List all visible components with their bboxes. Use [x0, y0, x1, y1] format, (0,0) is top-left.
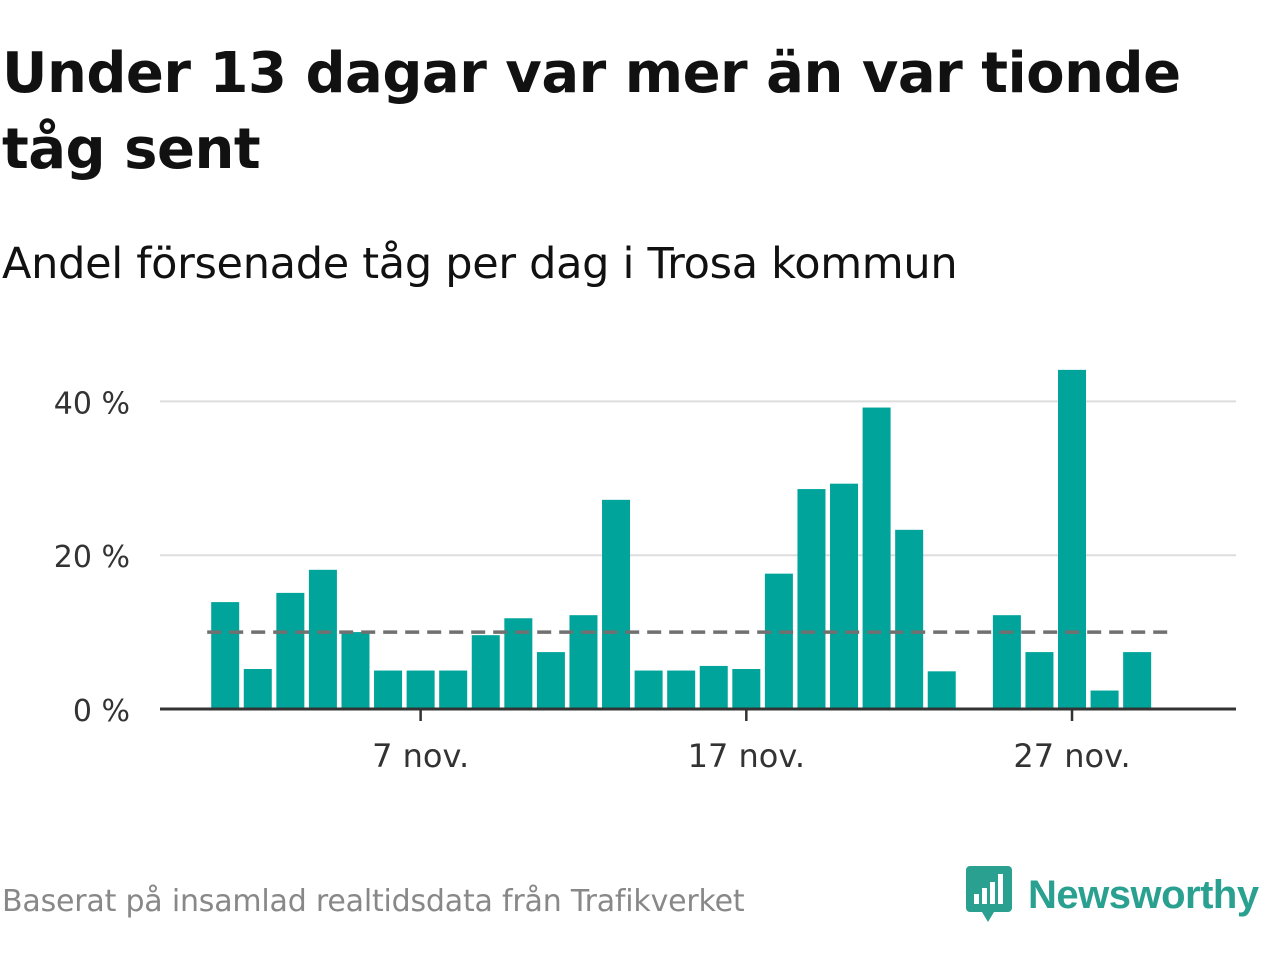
x-tick-label: 27 nov. — [1013, 737, 1130, 775]
bar — [895, 529, 924, 709]
bar — [308, 569, 337, 709]
bar — [602, 499, 631, 709]
bar — [276, 592, 305, 709]
bar — [406, 670, 435, 709]
bar — [862, 407, 891, 709]
bar — [830, 483, 859, 709]
tick-labels: 0 % 20 % 40 % 7 nov. 17 nov. 27 nov. — [54, 386, 1131, 775]
bar — [471, 635, 500, 709]
axes — [160, 707, 1236, 721]
x-tick-label: 17 nov. — [688, 737, 805, 775]
source-note: Baserat på insamlad realtidsdata från Tr… — [2, 884, 745, 919]
x-tick-label: 7 nov. — [372, 737, 469, 775]
bars — [211, 369, 1152, 709]
bar — [1058, 369, 1087, 709]
bar-chart: 0 % 20 % 40 % 7 nov. 17 nov. 27 nov. — [54, 369, 1236, 775]
chart-title: Under 13 dagar var mer än var tionde tåg… — [2, 41, 1181, 182]
bar — [341, 632, 370, 709]
bar — [732, 669, 761, 709]
bar — [439, 670, 468, 709]
bar — [699, 665, 728, 709]
bar — [569, 615, 598, 709]
bar — [634, 670, 663, 709]
y-tick-label: 0 % — [73, 694, 130, 729]
bar — [243, 669, 272, 709]
bar — [211, 602, 240, 709]
brand-name: Newsworthy — [1028, 872, 1259, 917]
gridlines — [160, 400, 1236, 557]
bar — [667, 670, 696, 709]
chart-subtitle: Andel försenade tåg per dag i Trosa komm… — [2, 239, 958, 289]
y-tick-label: 40 % — [54, 386, 130, 421]
bar — [992, 615, 1021, 709]
bar — [1025, 652, 1054, 709]
bar — [536, 652, 565, 709]
bar — [764, 573, 793, 709]
bar — [1090, 690, 1119, 709]
bar — [927, 671, 956, 709]
bar — [374, 670, 403, 709]
bar — [797, 489, 826, 709]
y-tick-label: 20 % — [54, 540, 130, 575]
bar — [1123, 652, 1152, 709]
newsworthy-logo-icon — [966, 866, 1012, 922]
brand-logo: Newsworthy — [964, 864, 1259, 926]
